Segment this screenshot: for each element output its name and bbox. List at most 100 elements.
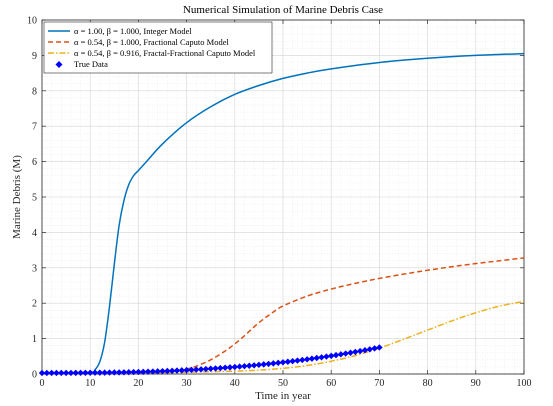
- legend: α = 1.00, β = 1.000, Integer Model α = 0…: [43, 21, 273, 74]
- true-data-point: [246, 362, 253, 369]
- y-axis-label: Marine Debris (M): [11, 155, 23, 239]
- y-tick-label: 3: [32, 263, 37, 274]
- true-data-point: [82, 369, 89, 377]
- chart-title: Numerical Simulation of Marine Debris Ca…: [183, 4, 383, 16]
- true-data-point: [58, 369, 65, 377]
- true-data-point: [279, 359, 287, 366]
- true-data-point: [221, 364, 229, 371]
- true-data-point: [356, 347, 364, 355]
- true-data-point: [308, 355, 316, 362]
- y-tick-label: 9: [32, 51, 37, 62]
- x-tick-label: 50: [278, 378, 288, 389]
- legend-label-integer: α = 1.00, β = 1.000, Integer Model: [74, 26, 192, 36]
- true-data-point: [62, 369, 70, 377]
- x-tick-label: 10: [85, 378, 95, 389]
- legend-label-true-data: True Data: [74, 59, 108, 69]
- true-data-point: [140, 368, 147, 376]
- legend-label-fractional: α = 0.54, β = 1.000, Fractional Caputo M…: [74, 37, 229, 47]
- true-data-point: [115, 369, 123, 376]
- true-data-point: [188, 366, 195, 374]
- true-data-point: [313, 354, 320, 362]
- true-data-point: [87, 369, 94, 376]
- true-data-point: [265, 360, 272, 368]
- true-data-point: [376, 344, 383, 351]
- x-tick-label: 90: [471, 378, 481, 389]
- grid: [41, 19, 525, 375]
- y-tick-label: 2: [32, 299, 37, 310]
- true-data-point: [289, 357, 296, 365]
- true-data-point: [159, 367, 166, 375]
- x-tick-label: 30: [182, 378, 192, 389]
- series-group: [38, 52, 525, 377]
- x-tick-label: 80: [423, 378, 433, 389]
- y-tick-label: 10: [27, 16, 37, 27]
- true-data-point: [332, 351, 340, 359]
- true-data-point: [347, 349, 354, 356]
- true-data-point: [173, 367, 181, 374]
- true-data-point: [43, 369, 51, 377]
- true-data-point: [328, 352, 335, 360]
- true-data-point: [217, 364, 224, 372]
- true-data-point: [144, 368, 152, 375]
- true-data-point: [260, 361, 267, 368]
- y-tick-label: 0: [32, 370, 37, 381]
- true-data-point: [352, 348, 359, 356]
- true-data-point: [255, 361, 263, 369]
- true-data-point: [299, 356, 306, 364]
- true-data-point: [342, 350, 349, 357]
- true-data-point: [197, 366, 205, 373]
- true-data-point: [250, 362, 258, 369]
- true-data-point: [236, 363, 243, 370]
- true-data-point: [323, 353, 330, 360]
- true-data-point: [101, 369, 108, 376]
- true-data-point: [202, 365, 210, 373]
- y-tick-label: 5: [32, 193, 37, 204]
- y-tick-label: 6: [32, 157, 37, 168]
- true-data-point: [284, 358, 292, 365]
- y-tick-label: 4: [32, 228, 37, 239]
- true-data-point: [120, 369, 128, 376]
- true-data-point: [241, 362, 248, 370]
- legend-box: [43, 21, 273, 74]
- true-data-point: [106, 369, 113, 376]
- y-tick-label: 7: [32, 122, 37, 133]
- true-data-point: [361, 346, 369, 354]
- y-tick-label: 8: [32, 86, 37, 97]
- true-data-point: [270, 360, 277, 367]
- legend-marker-true-data: [55, 61, 63, 68]
- true-data-point: [274, 359, 282, 367]
- y-tick-label: 1: [32, 334, 37, 345]
- x-tick-label: 100: [517, 378, 532, 389]
- true-data-point: [38, 369, 46, 377]
- true-data-point: [231, 363, 238, 371]
- legend-label-fractal: α = 0.54, β = 0.916, Fractal-Fractional …: [74, 48, 256, 58]
- true-data-point: [72, 369, 79, 377]
- true-data-point: [48, 369, 55, 377]
- true-data-point: [178, 367, 185, 374]
- true-data-point: [168, 367, 176, 374]
- true-data-point: [149, 368, 157, 375]
- true-data-point: [226, 364, 234, 371]
- true-data-point: [366, 346, 373, 353]
- tick-labels: 0 10 20 30 40 50 60 70 80 90 100 0 1 2 3 4 5 6 7 8 9 10: [27, 16, 532, 390]
- true-data-point: [183, 366, 190, 374]
- series-line-fractional-caputo-model: [41, 257, 525, 375]
- series-line-integer-model: [41, 52, 525, 374]
- true-data-point: [207, 365, 214, 372]
- x-tick-label: 60: [326, 378, 336, 389]
- true-data-point: [318, 354, 325, 361]
- true-data-point: [303, 356, 311, 363]
- x-tick-label: 0: [40, 378, 45, 389]
- true-data-point: [193, 366, 200, 373]
- true-data-point: [371, 345, 378, 352]
- x-tick-label: 20: [133, 378, 143, 389]
- true-data-point: [77, 369, 84, 377]
- x-tick-label: 70: [374, 378, 384, 389]
- true-data-point: [125, 368, 132, 376]
- true-data-point: [96, 369, 104, 376]
- true-data-point: [212, 365, 219, 372]
- true-data-point: [53, 369, 60, 377]
- true-data-point: [294, 357, 301, 364]
- true-data-point: [130, 368, 137, 376]
